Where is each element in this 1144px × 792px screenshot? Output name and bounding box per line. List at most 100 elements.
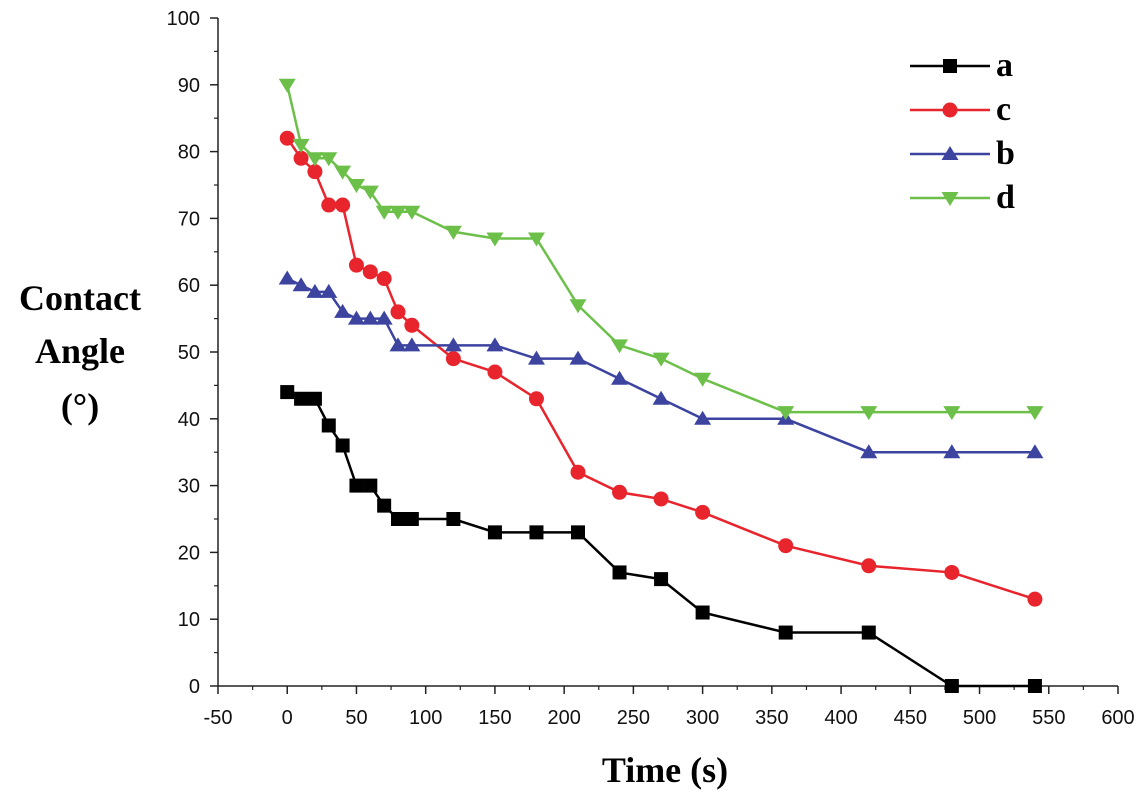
data-point-a <box>654 572 669 587</box>
data-point-c <box>528 391 544 407</box>
y-tick-label: 10 <box>178 609 200 631</box>
legend-item-c: c <box>910 91 1011 128</box>
legend-marker <box>942 102 958 118</box>
x-tick-label: 250 <box>617 707 650 729</box>
y-tick-label: 40 <box>178 409 200 431</box>
data-point-d <box>1026 406 1044 421</box>
legend-marker <box>941 146 959 160</box>
data-point-c <box>376 271 392 287</box>
x-tick-label: 600 <box>1101 707 1134 729</box>
data-point-b <box>292 277 310 292</box>
y-tick-label: 80 <box>178 142 200 164</box>
data-point-b <box>652 390 670 405</box>
data-point-c <box>335 197 351 213</box>
data-point-a <box>778 625 793 640</box>
legend-item-b: b <box>910 135 1015 172</box>
data-point-c <box>944 564 960 580</box>
data-point-a <box>446 512 461 526</box>
y-tick-label: 90 <box>178 75 200 97</box>
y-axis-title-line: Contact <box>19 278 141 318</box>
data-point-c <box>362 264 378 280</box>
legend-marker <box>943 59 957 73</box>
x-tick-label: 50 <box>345 707 367 729</box>
data-point-b <box>389 337 407 352</box>
data-point-b <box>320 283 338 298</box>
data-point-c <box>307 164 323 180</box>
data-point-a <box>529 525 544 540</box>
y-tick-label: 50 <box>178 342 200 364</box>
data-point-a <box>861 625 876 640</box>
x-tick-label: 400 <box>824 707 857 729</box>
series-line-a <box>286 390 1035 688</box>
y-tick-label: 0 <box>189 676 200 698</box>
data-point-b <box>306 283 324 298</box>
data-point-c <box>612 484 628 500</box>
data-point-c <box>653 491 669 507</box>
data-point-a <box>404 512 419 526</box>
data-point-b <box>569 350 587 365</box>
x-tick-label: 100 <box>409 707 442 729</box>
data-point-a <box>391 512 405 526</box>
legend-item-a: a <box>910 47 1013 84</box>
legend-label: a <box>996 47 1013 84</box>
data-point-c <box>695 504 711 520</box>
x-tick-label: 300 <box>686 707 719 729</box>
data-point-b <box>486 337 504 352</box>
data-point-b <box>334 303 352 318</box>
data-point-c <box>778 538 794 554</box>
data-point-d <box>361 185 379 200</box>
data-point-d <box>292 138 310 153</box>
data-point-a <box>335 438 350 453</box>
data-point-c <box>404 317 420 333</box>
data-point-b <box>361 310 379 325</box>
legend-label: d <box>996 179 1015 216</box>
data-point-b <box>1026 444 1044 459</box>
data-point-c <box>861 558 877 574</box>
data-point-d <box>347 179 365 193</box>
data-point-a <box>307 391 322 406</box>
data-point-a <box>349 478 364 493</box>
data-point-d <box>375 205 393 220</box>
x-tick-label: 350 <box>755 707 788 729</box>
data-point-c <box>279 130 295 146</box>
legend-label: c <box>996 91 1011 128</box>
legend-label: b <box>996 135 1015 172</box>
data-point-a <box>571 525 585 540</box>
data-point-a <box>280 385 295 400</box>
data-point-b <box>694 410 712 425</box>
series-a <box>280 385 1042 693</box>
y-axis-title-line: (°) <box>61 386 99 426</box>
plot-area <box>278 78 1044 693</box>
data-point-d <box>943 406 961 421</box>
data-point-a <box>944 679 959 693</box>
data-point-b <box>347 310 365 325</box>
data-point-a <box>363 478 378 493</box>
y-tick-label: 30 <box>178 476 200 498</box>
x-tick-label: 500 <box>963 707 996 729</box>
x-tick-label: -50 <box>204 707 233 729</box>
data-point-a <box>294 391 309 406</box>
data-point-d <box>278 78 296 93</box>
data-point-a <box>1027 679 1042 693</box>
data-point-d <box>652 352 670 367</box>
x-tick-label: 200 <box>547 707 580 729</box>
x-tick-label: 0 <box>282 707 293 729</box>
data-point-b <box>611 370 629 385</box>
y-tick-label: 60 <box>178 275 200 297</box>
y-axis-title: Contact Angle (°) <box>19 278 141 426</box>
data-point-b <box>444 337 462 352</box>
data-point-d <box>694 372 712 387</box>
series-d <box>278 78 1044 421</box>
data-point-c <box>321 197 337 213</box>
series-c <box>279 130 1043 607</box>
data-point-c <box>487 364 503 380</box>
data-point-d <box>777 406 795 421</box>
data-point-d <box>860 406 878 421</box>
data-point-d <box>320 152 338 167</box>
y-tick-label: 100 <box>167 8 200 30</box>
y-tick-label: 70 <box>178 208 200 230</box>
data-point-d <box>486 232 504 247</box>
